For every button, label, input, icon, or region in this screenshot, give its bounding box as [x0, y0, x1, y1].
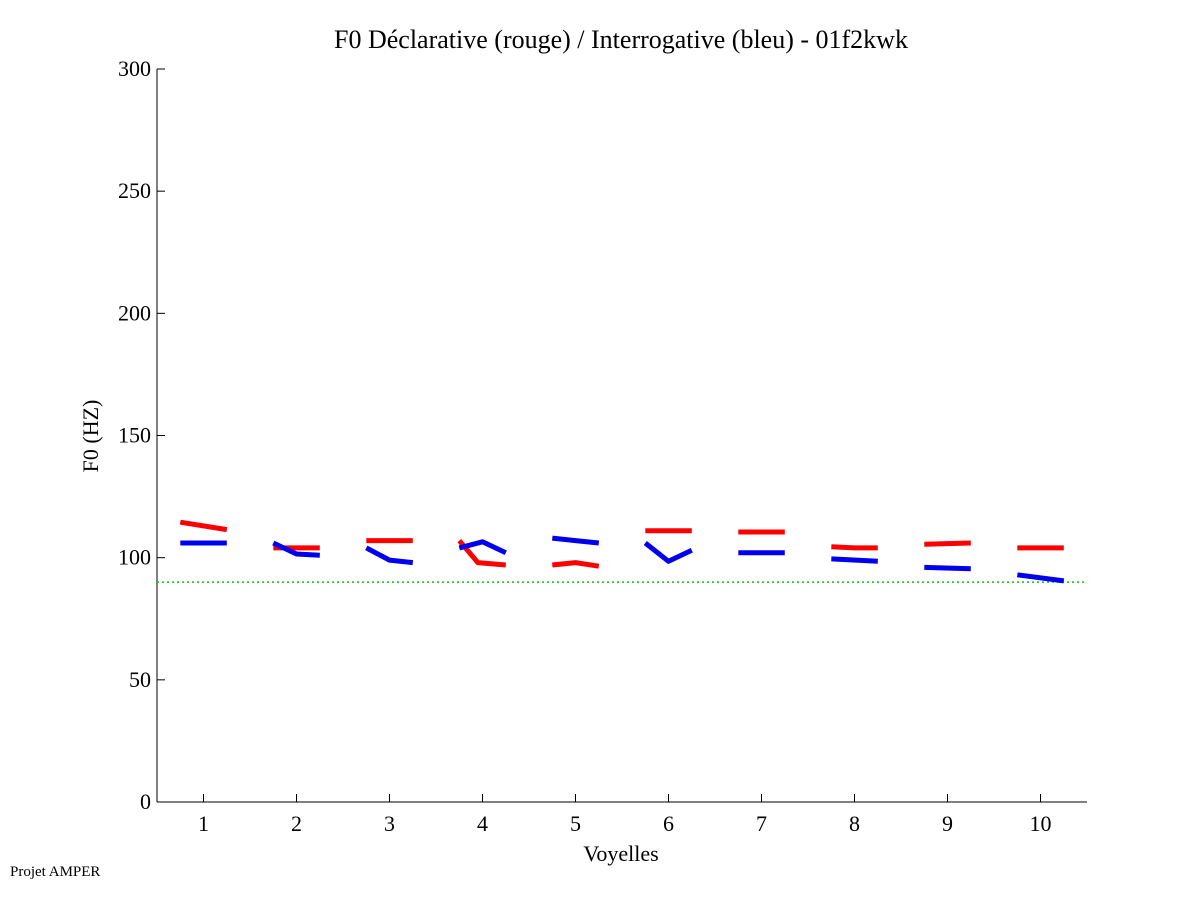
y-tick-label: 200 — [118, 300, 151, 325]
x-tick-label: 3 — [384, 811, 395, 836]
red-series-segment-1 — [179, 519, 228, 533]
blue-series-segment-2 — [272, 540, 320, 558]
x-tick-label: 2 — [291, 811, 302, 836]
y-tick-label: 100 — [118, 545, 151, 570]
y-tick-label: 150 — [118, 423, 151, 448]
footer-credit: Projet AMPER — [10, 864, 101, 880]
y-tick-label: 50 — [129, 667, 151, 692]
blue-series-segment-4 — [458, 539, 507, 556]
blue-series-segment-10 — [1016, 572, 1065, 584]
red-series-segment-9 — [924, 540, 971, 547]
x-tick-label: 8 — [849, 811, 860, 836]
x-tick-label: 6 — [663, 811, 674, 836]
x-tick-label: 5 — [570, 811, 581, 836]
x-axis-label: Voyelles — [583, 841, 658, 866]
red-series-segment-8 — [831, 544, 878, 551]
x-tick-label: 10 — [1030, 811, 1052, 836]
blue-series-segment-3 — [365, 545, 414, 566]
x-tick-label: 9 — [942, 811, 953, 836]
y-tick-label: 0 — [140, 789, 151, 814]
y-axis-label: F0 (HZ) — [78, 400, 103, 473]
chart-title: F0 Déclarative (rouge) / Interrogative (… — [334, 25, 908, 54]
x-tick-label: 4 — [477, 811, 488, 836]
y-tick-label: 250 — [118, 178, 151, 203]
y-tick-label: 300 — [118, 56, 151, 81]
red-series-segment-5 — [552, 560, 600, 569]
blue-series-segment-5 — [552, 535, 600, 546]
x-tick-label: 7 — [756, 811, 767, 836]
x-tick-label: 1 — [198, 811, 209, 836]
blue-series-segment-8 — [831, 556, 878, 564]
plot-area: 0 50 100 150 200 250 300 1 2 3 4 5 6 7 8 9 10 — [118, 56, 1087, 836]
blue-series-segment-9 — [924, 564, 971, 572]
blue-series-segment-6 — [643, 541, 693, 564]
